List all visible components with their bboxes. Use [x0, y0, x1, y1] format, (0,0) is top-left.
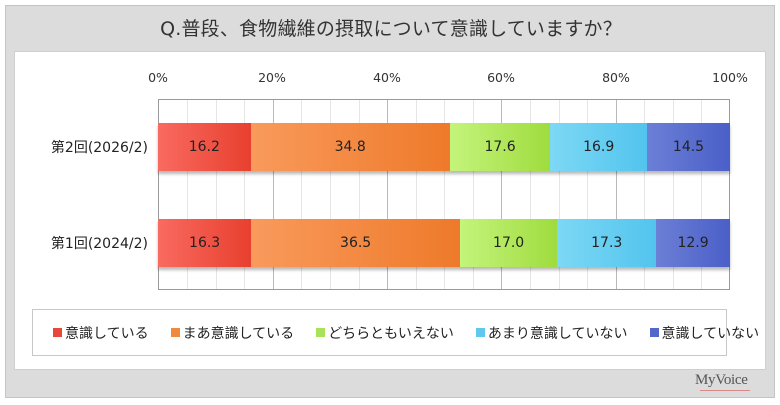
segment-somewhat-conscious: 34.8	[250, 123, 450, 171]
legend-label: あまり意識していない	[487, 325, 628, 342]
y-label-round2: 第2回(2026/2)	[50, 140, 148, 156]
legend-swatch-orange-icon	[170, 328, 180, 337]
legend-swatch-red-icon	[53, 328, 62, 337]
x-tick-40: 40%	[373, 70, 401, 85]
legend-swatch-lightblue-icon	[475, 328, 485, 337]
x-tick-60: 60%	[487, 70, 515, 85]
segment-conscious: 16.3	[158, 219, 252, 267]
legend-item-conscious: 意識している	[53, 323, 149, 343]
legend-item-not-conscious: 意識していない	[649, 323, 760, 343]
chart-title: Q.普段、食物繊維の摂取について意識していますか？	[160, 18, 622, 40]
segment-neutral: 17.0	[460, 219, 558, 267]
segment-not-conscious: 14.5	[647, 123, 730, 171]
legend: 意識している まあ意識している どちらともいえない あまり意識していない 意識し…	[32, 309, 759, 356]
logo-underline	[700, 390, 750, 391]
segment-not-conscious: 12.9	[656, 219, 730, 267]
y-label-round1: 第1回(2024/2)	[50, 236, 148, 252]
legend-swatch-green-icon	[316, 328, 326, 337]
segment-somewhat-conscious: 36.5	[251, 219, 460, 267]
bar-round1: 16.3 36.5 17.0 17.3 12.9	[158, 219, 730, 267]
legend-label: 意識している	[65, 325, 149, 342]
segment-neutral: 17.6	[449, 123, 551, 171]
legend-label: どちらともいえない	[328, 325, 454, 342]
legend-item-neutral: どちらともいえない	[316, 323, 454, 343]
x-tick-80: 80%	[602, 70, 630, 85]
legend-item-not-very-conscious: あまり意識していない	[475, 323, 628, 343]
myvoice-logo: MyVoice	[695, 372, 748, 388]
legend-label: まあ意識している	[182, 325, 295, 342]
segment-conscious: 16.2	[158, 123, 251, 171]
segment-not-very-conscious: 17.3	[557, 219, 657, 267]
segment-not-very-conscious: 16.9	[550, 123, 648, 171]
legend-item-somewhat-conscious: まあ意識している	[170, 323, 295, 343]
x-tick-0: 0%	[148, 70, 168, 85]
legend-swatch-blue-icon	[649, 328, 659, 337]
x-tick-20: 20%	[258, 70, 286, 85]
legend-label: 意識していない	[661, 325, 760, 342]
x-tick-100: 100%	[712, 70, 748, 85]
bar-round2: 16.2 34.8 17.6 16.9 14.5	[158, 123, 730, 171]
